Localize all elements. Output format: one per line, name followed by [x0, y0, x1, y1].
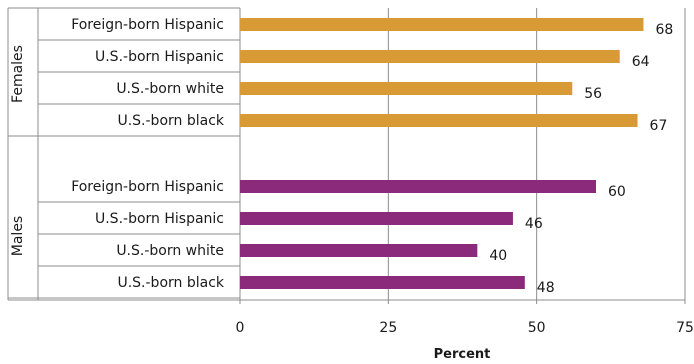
labels: 0 25 50 75 Females Foreign-born Hispanic 68 U.S… — [10, 17, 694, 336]
value-label: 56 — [584, 86, 602, 102]
category-label: U.S.-born Hispanic — [95, 49, 224, 65]
x-tick-label-25: 25 — [379, 320, 397, 336]
x-tick-label-0: 0 — [236, 320, 245, 336]
group-label-males: Males — [10, 216, 26, 256]
value-label: 46 — [525, 216, 543, 232]
group-label-females: Females — [10, 45, 26, 103]
bar-females-2 — [240, 82, 573, 95]
category-label: Foreign-born Hispanic — [71, 179, 224, 195]
bar-males-0 — [240, 180, 596, 193]
bar-females-3 — [240, 114, 638, 127]
category-label: U.S.-born black — [117, 275, 224, 291]
x-tick-label-75: 75 — [676, 320, 694, 336]
x-axis-title: Percent — [434, 347, 491, 362]
bar-males-3 — [240, 276, 525, 289]
x-tick-label-50: 50 — [528, 320, 546, 336]
bar-females-0 — [240, 18, 644, 31]
category-label: U.S.-born black — [117, 113, 224, 129]
category-label: U.S.-born white — [116, 243, 224, 259]
value-label: 68 — [655, 22, 673, 38]
value-label: 48 — [537, 280, 555, 296]
value-label: 40 — [489, 248, 507, 264]
category-label: U.S.-born white — [116, 81, 224, 97]
bar-males-2 — [240, 244, 478, 257]
group-frame — [7, 7, 685, 301]
category-label: Foreign-born Hispanic — [71, 17, 224, 33]
bar-females-1 — [240, 50, 620, 63]
category-label: U.S.-born Hispanic — [95, 211, 224, 227]
value-label: 64 — [632, 54, 650, 70]
value-label: 60 — [608, 184, 626, 200]
value-label: 67 — [650, 118, 668, 134]
bars — [240, 18, 644, 289]
bar-males-1 — [240, 212, 513, 225]
